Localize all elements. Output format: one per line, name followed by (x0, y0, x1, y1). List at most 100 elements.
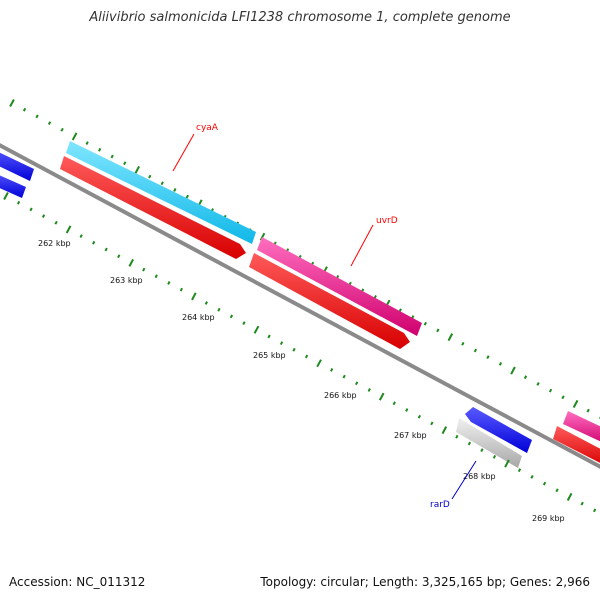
inner-tick (367, 388, 371, 392)
inner-tick (430, 421, 434, 426)
orf-arrow-1[interactable] (60, 156, 246, 259)
inner-tick (355, 381, 359, 386)
inner-tick (3, 192, 9, 200)
inner-tick (242, 321, 246, 325)
inner-tick-track (3, 192, 597, 513)
accession-label: Accession: NC_011312 (9, 575, 146, 589)
inner-tick (253, 325, 260, 334)
outer-tick (498, 361, 503, 366)
inner-tick (304, 354, 309, 359)
gene-cyaA-feature[interactable] (66, 141, 256, 244)
inner-tick (16, 200, 21, 205)
scale-label: 269 kbp (532, 514, 565, 523)
inner-tick (378, 392, 385, 401)
gene-label-leader-cyaA (172, 133, 195, 172)
outer-tick (185, 194, 189, 199)
inner-tick (566, 492, 573, 501)
gene-rarD-feature[interactable] (456, 418, 522, 468)
outer-tick (85, 141, 89, 145)
outer-tick (423, 321, 427, 326)
inner-tick (330, 368, 334, 372)
inner-tick (417, 414, 421, 419)
cds-reverse-left-2[interactable] (0, 171, 26, 198)
outer-tick (160, 181, 164, 186)
inner-tick (204, 301, 208, 305)
outer-tick (486, 355, 490, 360)
outer-tick (523, 375, 528, 380)
outer-tick-track (9, 99, 600, 419)
outer-tick (9, 99, 15, 107)
cds-reverse-rarD-neighbor[interactable] (465, 407, 532, 453)
outer-tick (461, 341, 465, 346)
gene-label-cyaA[interactable]: cyaA (196, 123, 219, 133)
inner-tick (542, 481, 547, 486)
outer-tick (473, 348, 478, 353)
inner-tick (191, 292, 197, 301)
outer-tick (148, 174, 152, 179)
scale-label: 263 kbp (110, 276, 143, 285)
outer-tick (536, 382, 540, 386)
inner-tick (342, 374, 346, 379)
inner-tick (142, 267, 146, 272)
outer-tick (22, 107, 27, 112)
outer-tick (548, 388, 553, 393)
outer-tick (436, 328, 440, 333)
inner-tick (167, 281, 171, 285)
inner-tick (79, 234, 83, 238)
inner-tick (455, 434, 459, 439)
inner-tick (117, 254, 121, 259)
outer-tick (561, 395, 565, 400)
gene-uvrD-feature[interactable] (257, 237, 422, 336)
inner-tick (504, 459, 510, 468)
gene-label-rarD[interactable]: rarD (430, 500, 450, 510)
inner-tick (217, 307, 221, 312)
inner-tick (492, 454, 497, 459)
inner-tick (267, 334, 271, 339)
inner-tick (530, 475, 534, 479)
scale-labels: 262 kbp 263 kbp 264 kbp 265 kbp 266 kbp 267 k… (38, 239, 565, 523)
inner-tick (41, 214, 46, 218)
inner-tick (154, 274, 158, 279)
genome-backbone (0, 143, 600, 469)
scale-label: 262 kbp (38, 239, 71, 248)
inner-tick (467, 441, 472, 446)
outer-tick (173, 188, 177, 192)
inner-tick (29, 207, 33, 212)
gene-label-leader-uvrD (350, 224, 374, 267)
inner-tick (92, 240, 96, 245)
inner-tick (316, 359, 322, 368)
outer-tick (510, 366, 516, 375)
inner-tick (65, 225, 72, 234)
orf-arrow-3[interactable] (553, 426, 600, 467)
inner-tick (104, 247, 108, 252)
scale-label: 267 kbp (394, 431, 427, 440)
map-title: Aliivibrio salmonicida LFI1238 chromosom… (89, 10, 511, 25)
outer-tick (60, 127, 64, 132)
scale-label: 264 kbp (182, 313, 215, 322)
inner-tick (179, 287, 183, 292)
outer-tick (35, 114, 39, 119)
scale-label: 268 kbp (463, 472, 496, 481)
inner-tick (405, 408, 409, 412)
outer-tick (447, 333, 454, 342)
inner-tick (441, 426, 448, 435)
inner-tick (54, 220, 58, 225)
outer-tick (110, 154, 114, 159)
inner-tick (593, 508, 597, 513)
outer-tick (98, 147, 102, 152)
inner-tick (279, 341, 284, 346)
outer-tick (134, 165, 140, 174)
inner-tick (128, 258, 134, 267)
outer-tick (47, 121, 52, 125)
inner-tick (480, 448, 484, 453)
gene-label-uvrD[interactable]: uvrD (376, 216, 398, 226)
cds-feature-right[interactable] (563, 411, 600, 445)
inner-tick (517, 468, 522, 473)
gene-label-leader-rarD (451, 460, 477, 500)
outer-tick (123, 161, 127, 166)
orf-arrow-2[interactable] (249, 253, 410, 349)
scale-label: 266 kbp (324, 391, 357, 400)
cds-reverse-left-1[interactable] (0, 148, 34, 181)
outer-tick (71, 132, 78, 141)
